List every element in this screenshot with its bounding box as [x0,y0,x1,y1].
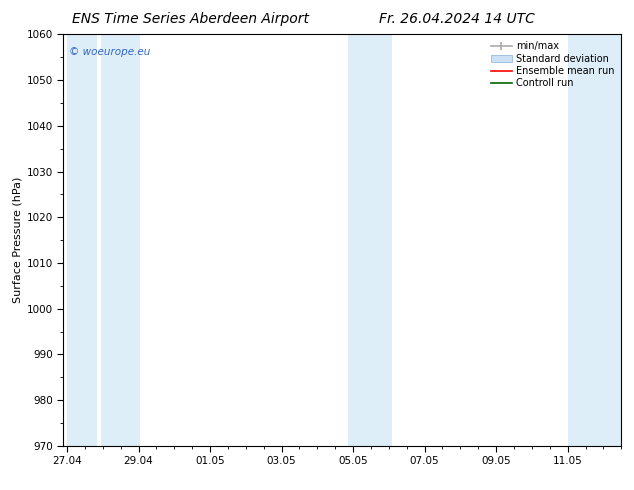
Bar [347,34,392,446]
Bar [567,34,621,446]
Bar [101,34,140,446]
Text: Fr. 26.04.2024 14 UTC: Fr. 26.04.2024 14 UTC [378,12,534,26]
Text: © woeurope.eu: © woeurope.eu [69,47,150,57]
Y-axis label: Surface Pressure (hPa): Surface Pressure (hPa) [13,177,23,303]
Legend: min/max, Standard deviation, Ensemble mean run, Controll run: min/max, Standard deviation, Ensemble me… [489,39,616,90]
Bar [67,34,98,446]
Text: ENS Time Series Aberdeen Airport: ENS Time Series Aberdeen Airport [72,12,309,26]
